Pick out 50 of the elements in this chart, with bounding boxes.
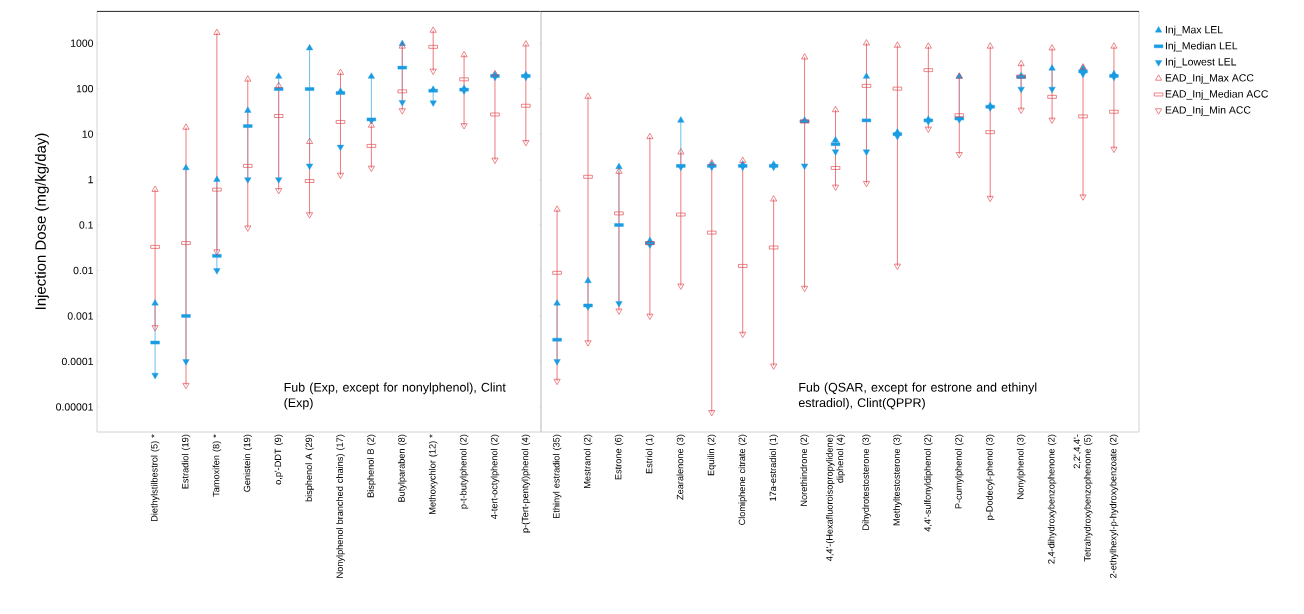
x-tick-label: Genistein (19)	[243, 434, 253, 492]
x-tick-label: Clomiphene citrate (2)	[738, 434, 747, 525]
x-tick-label: Diethylstilbestrol (5) *	[150, 434, 160, 522]
x-tick-label: 4,4'-(Hexafluoroisopropylidene) diphenol (4)	[825, 434, 846, 562]
y-tick-label: 0.0001	[61, 357, 93, 366]
legend-label: EAD_Inj_Max ACC	[1165, 73, 1254, 84]
x-tick-label: Nonylphenol branched chains) (17)	[336, 434, 345, 578]
y-tick-label: 0.1	[79, 221, 93, 229]
x-tick-label: Tamoxifen (8) *	[212, 434, 222, 497]
x-tick-label: Equilin (2)	[707, 434, 717, 476]
x-tick-label: Estradiol (19)	[181, 434, 191, 489]
legend-label: EAD_Inj_Median ACC	[1165, 89, 1269, 100]
x-tick-label: Methyltestosterone (3)	[893, 434, 902, 526]
legend-label: Inj_Lowest LEL	[1165, 57, 1237, 68]
x-tick-label: Nonylphenol (3)	[1016, 434, 1026, 499]
y-tick-label: 1000	[71, 39, 94, 47]
x-tick-label: Dihydrotestosterone (3)	[862, 434, 871, 530]
y-tick-label: 1	[88, 175, 93, 184]
y-axis-title: Injection Dose (mg/kg/day)	[34, 133, 49, 309]
x-tick-label: p-Dodecyl-phenol (3)	[985, 434, 995, 520]
x-tick-label: 2,4-dihydroxybenzophenone (2)	[1047, 434, 1057, 564]
x-tick-label: 17a-estradiol (1)	[769, 434, 778, 501]
x-tick-label: p-t-butylphenol (2)	[459, 434, 469, 509]
x-tick-label: Butylparaben (8)	[398, 434, 407, 502]
x-tick-label: 2,2',4,4'-Tetrahydroxybenzophenone (5)	[1073, 434, 1093, 562]
x-tick-label: Methoxychlor (12) *	[428, 434, 438, 514]
x-tick-label: 2-ethylhexyl-p-hydroxybenzoate (2)	[1109, 434, 1119, 578]
x-tick-label: Estrone (6)	[614, 434, 624, 480]
annotation: Fub (Exp, except for nonylphenol), Clint (Exp)	[284, 382, 506, 410]
x-tick-label: Ethinyl estradiol (35)	[552, 434, 562, 519]
x-tick-label: Mestranol (2)	[583, 434, 593, 488]
x-tick-label: Bisphenol B (2)	[367, 434, 376, 498]
y-tick-label: 100	[76, 84, 94, 93]
y-tick-label: 10	[82, 130, 94, 138]
legend-label: EAD_Inj_Min ACC	[1165, 106, 1251, 116]
x-tick-label: 4-tert-octylphenol (2)	[490, 434, 500, 520]
y-tick-label: 0.01	[73, 266, 93, 275]
y-tick-label: 0.00001	[56, 403, 93, 411]
x-tick-label: Estriol (1)	[645, 434, 655, 474]
x-tick-label: o,p'-DDT (9)	[274, 434, 283, 485]
x-tick-label: p-(Tert-pentyl)phenol (4)	[521, 434, 531, 533]
x-tick-label: 4,4'-sulfonyldiphenol (2)	[924, 434, 933, 532]
x-tick-label: Norethindrone (2)	[800, 434, 809, 506]
x-tick-label: P-cumylphenol (2)	[955, 434, 964, 509]
legend-label: Inj_Max LEL	[1165, 25, 1223, 36]
annotation: Fub (QSAR, except for estrone and ethinyl estradiol), Clint(QPPR)	[798, 382, 1037, 410]
legend-label: Inj_Median LEL	[1165, 41, 1238, 52]
x-tick-label: Zearalenone (3)	[676, 434, 686, 500]
y-tick-label: 0.001	[67, 312, 93, 320]
x-tick-label: bisphenol A (29)	[305, 434, 314, 502]
